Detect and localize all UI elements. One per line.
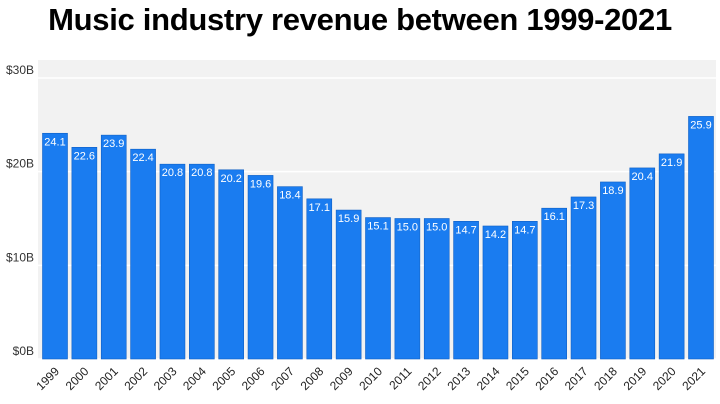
data-label-2011: 15.0 [397, 222, 418, 234]
bar-2013 [453, 221, 479, 360]
x-tick-label-2008: 2008 [298, 364, 327, 393]
bar-2017 [570, 196, 597, 360]
bar-2014 [482, 225, 509, 360]
bar-2019 [629, 167, 656, 360]
x-tick-label-2006: 2006 [239, 364, 268, 393]
x-tick-label-2001: 2001 [92, 364, 121, 393]
bar-2011 [394, 218, 421, 360]
data-label-2017: 17.3 [573, 200, 594, 212]
data-label-2018: 18.9 [602, 185, 623, 197]
data-label-2014: 14.2 [485, 229, 506, 241]
bar-1999 [42, 132, 68, 360]
x-tick-label-2011: 2011 [386, 364, 414, 392]
data-label-2004: 20.8 [191, 167, 212, 179]
bar-2001 [100, 134, 127, 360]
data-label-2019: 20.4 [632, 171, 653, 183]
x-tick-label-2018: 2018 [591, 364, 620, 393]
x-tick-label-1999: 1999 [33, 364, 62, 393]
data-label-2001: 23.9 [103, 138, 124, 150]
bar-2005 [218, 169, 244, 360]
x-tick-label-2017: 2017 [562, 364, 591, 393]
data-label-2008: 17.1 [309, 202, 330, 214]
x-tick-label-2009: 2009 [327, 364, 356, 393]
data-label-2003: 20.8 [162, 167, 183, 179]
data-label-2002: 22.4 [132, 152, 153, 164]
bar-2012 [423, 218, 450, 360]
bar-2003 [159, 163, 186, 360]
data-label-2006: 19.6 [250, 178, 271, 190]
bar-2004 [189, 163, 215, 360]
x-tick-label-2003: 2003 [151, 364, 180, 393]
data-label-1999: 24.1 [44, 136, 65, 148]
data-labels: 24.1 22.6 23.9 22.4 20.8 20.8 20.2 19.6 18.4 17.1… [44, 119, 711, 241]
bar-2010 [365, 217, 391, 360]
bar-2008 [306, 198, 333, 360]
bar-2015 [512, 221, 538, 360]
data-label-2007: 18.4 [279, 190, 300, 202]
data-label-2015: 14.7 [514, 224, 535, 236]
data-label-2005: 20.2 [220, 173, 241, 185]
data-label-2010: 15.1 [367, 221, 388, 233]
y-axis-ticks: $0B $10B $20B $30B [6, 63, 34, 358]
bar-2006 [247, 175, 274, 360]
data-label-2021: 25.9 [690, 119, 711, 131]
x-tick-label-2019: 2019 [621, 364, 650, 393]
bar-2021 [688, 116, 714, 360]
x-tick-label-2012: 2012 [415, 364, 444, 393]
x-tick-label-2002: 2002 [121, 364, 150, 393]
y-tick-label: $0B [13, 344, 34, 358]
bar-2000 [71, 147, 98, 360]
bar-2002 [130, 148, 156, 360]
x-tick-label-2020: 2020 [650, 364, 679, 393]
data-label-2020: 21.9 [661, 157, 682, 169]
x-axis-ticks: 1999 2000 2001 2002 2003 2004 2005 2006 2007 2008… [33, 364, 708, 393]
data-label-2000: 22.6 [74, 150, 95, 162]
y-tick-label: $10B [6, 250, 34, 264]
y-tick-label: $30B [6, 63, 34, 77]
data-label-2009: 15.9 [338, 213, 359, 225]
x-tick-label-2021: 2021 [679, 364, 708, 393]
data-label-2013: 14.7 [455, 224, 476, 236]
data-label-2016: 16.1 [543, 211, 564, 223]
x-tick-label-2010: 2010 [356, 364, 385, 393]
bar-2016 [541, 207, 567, 360]
bar-2009 [335, 209, 362, 360]
chart-title: Music industry revenue between 1999-2021 [48, 2, 672, 37]
x-tick-label-2007: 2007 [268, 364, 297, 393]
x-tick-label-2014: 2014 [474, 364, 503, 393]
bar-2007 [277, 186, 303, 360]
data-label-2012: 15.0 [426, 222, 447, 234]
y-tick-label: $20B [6, 157, 34, 171]
bar-2020 [658, 153, 685, 360]
x-tick-label-2015: 2015 [503, 364, 532, 393]
bars [42, 116, 714, 360]
x-tick-label-2000: 2000 [63, 364, 92, 393]
bar-2018 [600, 181, 626, 360]
x-tick-label-2013: 2013 [444, 364, 473, 393]
x-tick-label-2004: 2004 [180, 364, 209, 393]
x-tick-label-2005: 2005 [210, 364, 239, 393]
x-tick-label-2016: 2016 [533, 364, 562, 393]
